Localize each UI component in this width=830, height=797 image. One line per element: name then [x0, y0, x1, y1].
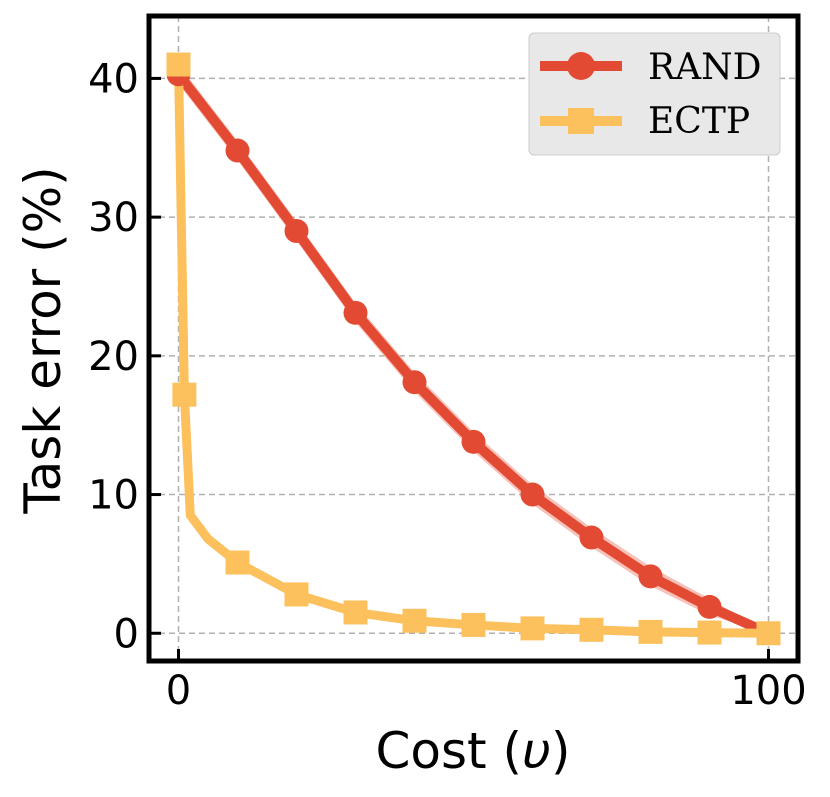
legend-label-ectp: ECTP — [648, 101, 750, 142]
series-layer — [166, 52, 781, 646]
ectp-point — [402, 608, 427, 633]
ectp-point — [225, 550, 250, 575]
ticks: 0 10 20 30 40 0 100 — [88, 56, 807, 714]
rand-point — [638, 564, 663, 589]
ectp-point — [579, 617, 604, 642]
ectp-point — [756, 621, 781, 646]
ectp-point — [343, 600, 368, 625]
x-tick-label: 0 — [166, 668, 191, 714]
ectp-point — [697, 620, 722, 645]
y-tick-label: 10 — [88, 473, 139, 519]
y-tick-label: 30 — [88, 195, 139, 241]
y-tick-label: 0 — [114, 611, 139, 657]
x-axis-label: Cost (υ) — [375, 722, 570, 780]
plot-frame — [146, 13, 801, 664]
ectp-point — [520, 616, 545, 641]
rand-line — [174, 71, 771, 638]
rand-point — [461, 429, 486, 454]
rand-point — [225, 138, 250, 163]
ectp-point — [172, 382, 197, 407]
rand-point — [402, 370, 427, 395]
rand-point — [343, 300, 368, 325]
ectp-point — [284, 582, 309, 607]
rand-point — [520, 482, 545, 507]
ectp-point — [166, 52, 191, 77]
ectp-point — [638, 619, 663, 644]
legend: RAND ECTP — [528, 32, 781, 156]
ectp-point — [461, 612, 486, 637]
legend-marker-ectp — [568, 108, 594, 134]
y-tick-label: 20 — [88, 334, 139, 380]
y-axis-label: Task error (%) — [14, 166, 72, 514]
x-axis-label-end: ) — [551, 722, 571, 780]
x-tick-label: 100 — [730, 668, 806, 714]
x-axis-label-main: Cost ( — [375, 722, 522, 780]
legend-label-rand: RAND — [648, 47, 761, 88]
legend-marker-rand — [567, 52, 595, 80]
x-axis-label-variable: υ — [522, 722, 551, 780]
rand-point — [697, 594, 722, 619]
rand-point — [579, 525, 604, 550]
rand-point — [284, 219, 309, 243]
y-tick-label: 40 — [88, 56, 139, 102]
